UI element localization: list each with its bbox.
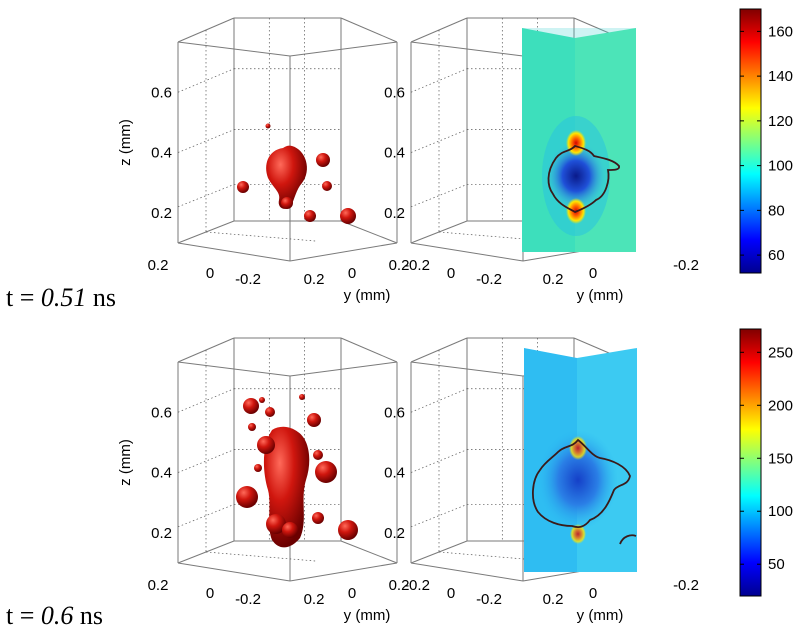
y-tick-label: -0.2	[404, 257, 430, 274]
y-tick-label: -0.2	[235, 271, 261, 288]
colorbar-tick-label: 200	[768, 397, 793, 414]
isosurface-bottom-left	[236, 394, 358, 548]
colorbar-tick-label: 140	[768, 68, 793, 85]
z-tick-label: 0.6	[384, 84, 405, 101]
z-tick-label: 0.6	[151, 84, 172, 101]
x-tick-label: 0.2	[389, 577, 410, 594]
y-tick-label: 0	[589, 585, 597, 602]
x-tick-label: 0	[447, 265, 455, 282]
z-tick-label: 0.4	[384, 145, 405, 162]
z-tick-label: 0.6	[151, 404, 172, 421]
z-tick-label: 0.2	[151, 205, 172, 222]
x-tick-label: 0.2	[148, 257, 169, 274]
y-axis-label: y (mm)	[344, 287, 391, 304]
colorbar-top	[739, 8, 762, 274]
time-label-top: t = 0.51 ns	[6, 283, 117, 312]
axis-labels-bottom-right: 0.20.40.60.2 0 -0.2 0.2 0 -0.2y (mm)	[384, 404, 699, 624]
z-axis-label: z (mm)	[117, 439, 134, 486]
z-tick-label: 0.2	[384, 525, 405, 542]
y-axis-label: y (mm)	[577, 287, 624, 304]
x-tick-label: 0.2	[389, 257, 410, 274]
y-tick-label: 0	[348, 585, 356, 602]
z-axis-label: z (mm)	[117, 119, 134, 166]
y-tick-label: 0.2	[304, 591, 325, 608]
colorbar-tick-label: 80	[768, 202, 785, 219]
y-tick-label: -0.2	[404, 577, 430, 594]
slice-heatmap-bottom-right	[524, 348, 637, 572]
colorbar-tick-label: 160	[768, 23, 793, 40]
colorbar-tick-label: 100	[768, 503, 793, 520]
y-tick-label: -0.2	[235, 591, 261, 608]
colorbar-bottom	[739, 328, 762, 597]
y-tick-label: 0.2	[543, 271, 564, 288]
z-tick-label: 0.4	[151, 465, 172, 482]
x-tick-label: 0	[206, 585, 214, 602]
z-tick-label: 0.6	[384, 404, 405, 421]
y-tick-label: -0.2	[673, 577, 699, 594]
y-tick-label: 0.2	[543, 591, 564, 608]
isosurface-top-left	[237, 123, 356, 224]
y-axis-label: y (mm)	[577, 607, 624, 624]
colorbar-tick-label: 250	[768, 344, 793, 361]
z-tick-label: 0.2	[151, 525, 172, 542]
y-tick-label: 0	[348, 265, 356, 282]
x-tick-label: 0	[447, 585, 455, 602]
slice-heatmap-top-right	[522, 28, 636, 252]
colorbar-tick-label: 100	[768, 158, 793, 175]
y-axis-label: y (mm)	[344, 607, 391, 624]
axis-labels-top-left: 0.20.40.6z (mm)0.2 0 -0.2 0.2 0 -0.2y (mm)	[117, 84, 430, 304]
axis-labels-bottom-left: 0.20.40.6z (mm)0.2 0 -0.2 0.2 0 -0.2y (mm)	[117, 404, 430, 624]
time-label-bottom: t = 0.6 ns	[6, 601, 104, 630]
z-tick-label: 0.2	[384, 205, 405, 222]
y-tick-label: -0.2	[673, 257, 699, 274]
x-tick-label: 0.2	[148, 577, 169, 594]
z-tick-label: 0.4	[151, 145, 172, 162]
axes-box-0	[177, 17, 398, 262]
z-tick-label: 0.4	[384, 465, 405, 482]
x-tick-label: 0	[206, 265, 214, 282]
y-tick-label: 0.2	[304, 271, 325, 288]
y-tick-label: -0.2	[476, 591, 502, 608]
axis-labels-top-right: 0.20.40.60.2 0 -0.2 0.2 0 -0.2y (mm)	[384, 84, 699, 304]
y-tick-label: -0.2	[476, 271, 502, 288]
y-tick-label: 0	[589, 265, 597, 282]
colorbar-tick-label: 120	[768, 113, 793, 130]
colorbar-tick-label: 60	[768, 247, 785, 264]
colorbar-tick-label: 150	[768, 450, 793, 467]
colorbar-tick-label: 50	[768, 556, 785, 573]
